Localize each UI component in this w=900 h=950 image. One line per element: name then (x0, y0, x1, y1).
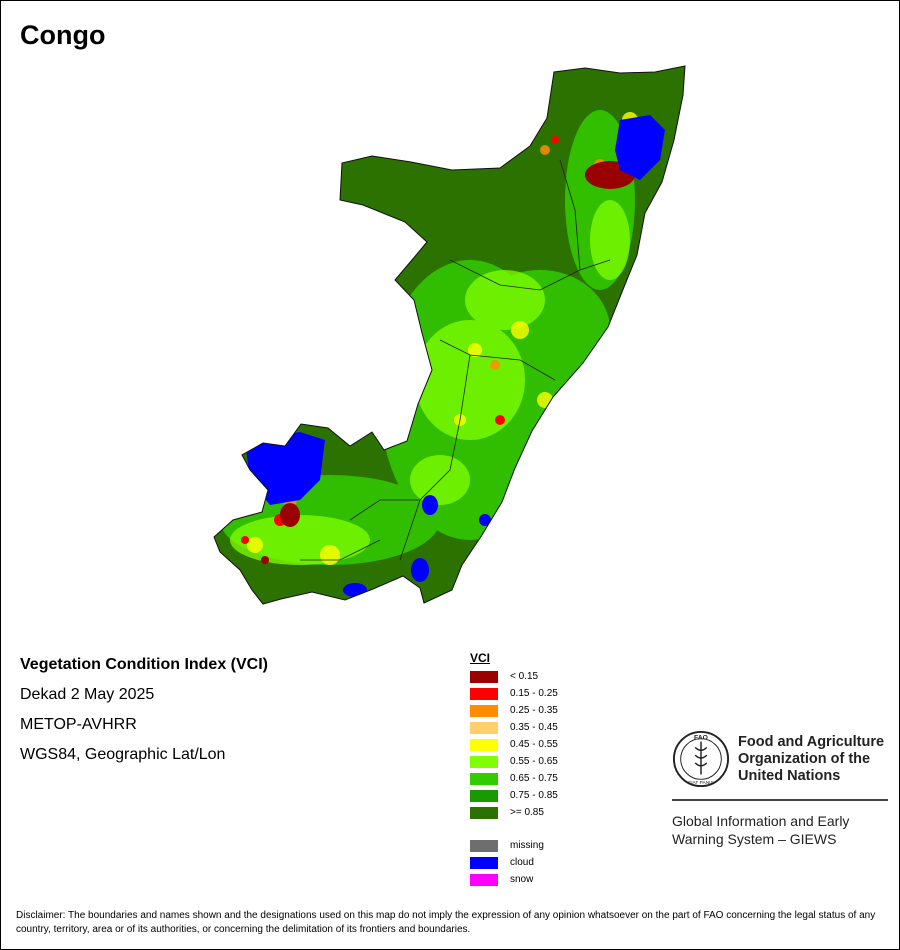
legend-class-swatch (470, 806, 498, 819)
legend-class-row: 0.65 - 0.75 (470, 770, 558, 787)
legend-class-row: >= 0.85 (470, 804, 558, 821)
fao-name-line3: United Nations (738, 767, 841, 784)
legend-extra-swatch (470, 856, 498, 869)
legend-class-row: 0.55 - 0.65 (470, 753, 558, 770)
fao-logo-icon: FAO FIAT PANIS (672, 730, 730, 788)
fao-branding: FAO FIAT PANIS Food and Agriculture Orga… (672, 730, 888, 848)
legend-class-label: 0.45 - 0.55 (510, 739, 558, 750)
country-outline (213, 65, 686, 605)
legend-class-row: 0.15 - 0.25 (470, 685, 558, 702)
legend-class-swatch (470, 789, 498, 802)
legend-class-label: < 0.15 (510, 671, 539, 682)
legend-class-swatch (470, 704, 498, 717)
legend-extra: missing cloud snow (470, 837, 558, 888)
svg-text:FAO: FAO (694, 735, 708, 742)
legend-class-label: 0.15 - 0.25 (510, 688, 558, 699)
legend-class-row: 0.75 - 0.85 (470, 787, 558, 804)
legend-class-label: 0.65 - 0.75 (510, 773, 558, 784)
legend-class-swatch (470, 670, 498, 683)
giews-label: Global Information and Early Warning Sys… (672, 812, 888, 848)
legend-class-label: 0.75 - 0.85 (510, 790, 558, 801)
legend-class-swatch (470, 687, 498, 700)
legend-class-label: >= 0.85 (510, 807, 544, 818)
period-label: Dekad 2 May 2025 (20, 686, 155, 703)
product-name: Vegetation Condition Index (VCI) (20, 656, 268, 673)
map-title: Congo (20, 20, 106, 50)
vci-field-lime (230, 200, 630, 565)
legend-extra-label: cloud (510, 857, 534, 868)
legend-class-swatch (470, 772, 498, 785)
map-info: Vegetation Condition Index (VCI) Dekad 2… (20, 656, 268, 776)
sensor-label: METOP-AVHRR (20, 716, 137, 733)
fao-name: Food and Agriculture Organization of the… (738, 734, 884, 785)
legend-extra-swatch (470, 839, 498, 852)
legend-class-swatch (470, 755, 498, 768)
legend-extra-label: snow (510, 874, 534, 885)
legend-class-row: < 0.15 (470, 668, 558, 685)
legend-classes: < 0.15 0.15 - 0.25 0.25 - 0.35 0.35 - 0.45 0… (470, 668, 558, 821)
legend-extra-row: cloud (470, 854, 558, 871)
projection-label: WGS84, Geographic Lat/Lon (20, 746, 226, 763)
legend-class-row: 0.25 - 0.35 (470, 702, 558, 719)
legend-heading: VCI (470, 651, 491, 665)
vci-map (213, 65, 686, 605)
vci-legend: VCI < 0.15 0.15 - 0.25 0.25 - 0.35 0.35 - 0… (470, 651, 558, 888)
legend-extra-label: missing (510, 840, 544, 851)
legend-class-label: 0.25 - 0.35 (510, 705, 558, 716)
fao-name-line2: Organization of the (738, 750, 871, 767)
giews-line1: Global Information and Early (672, 813, 850, 829)
admin-boundaries (300, 159, 611, 561)
legend-class-swatch (470, 721, 498, 734)
disclaimer: Disclaimer: The boundaries and names sho… (16, 910, 876, 935)
legend-class-row: 0.45 - 0.55 (470, 736, 558, 753)
svg-text:FIAT PANIS: FIAT PANIS (688, 780, 714, 786)
divider (672, 799, 888, 801)
legend-extra-row: snow (470, 871, 558, 888)
giews-line2: Warning System – GIEWS (672, 831, 837, 847)
legend-extra-row: missing (470, 837, 558, 854)
legend-class-swatch (470, 738, 498, 751)
legend-class-label: 0.55 - 0.65 (510, 756, 558, 767)
legend-class-row: 0.35 - 0.45 (470, 719, 558, 736)
fao-name-line1: Food and Agriculture (738, 733, 885, 750)
legend-class-label: 0.35 - 0.45 (510, 722, 558, 733)
legend-extra-swatch (470, 873, 498, 886)
